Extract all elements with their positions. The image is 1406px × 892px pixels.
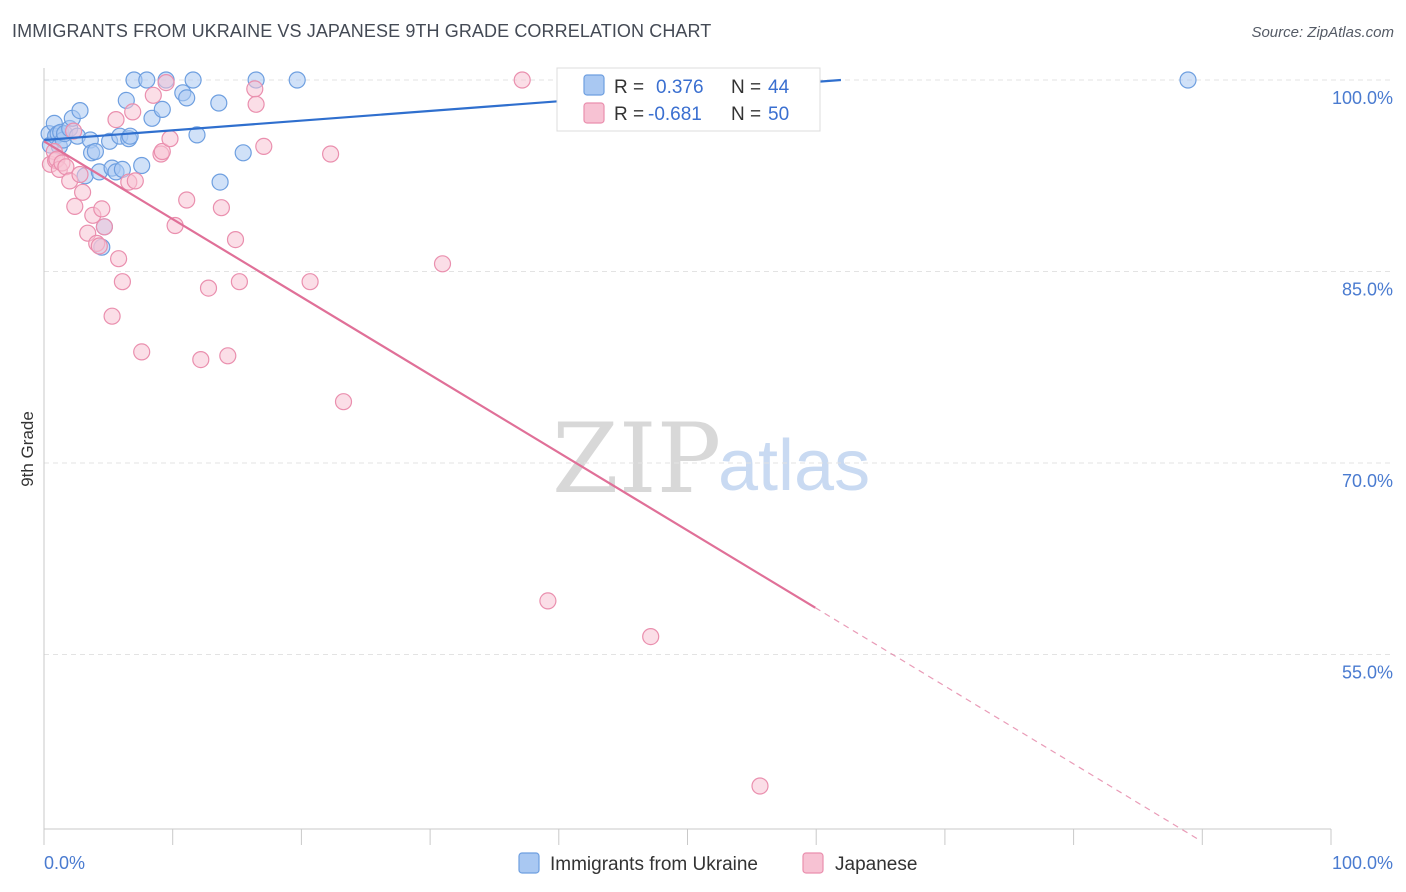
data-point-japanese bbox=[133, 343, 151, 361]
data-point-ukraine bbox=[153, 100, 171, 119]
data-point-japanese bbox=[57, 158, 75, 176]
data-point-ukraine bbox=[133, 156, 151, 175]
data-point-japanese bbox=[64, 122, 83, 140]
data-point-japanese bbox=[71, 165, 89, 184]
source-credit: Source: ZipAtlas.com bbox=[1251, 24, 1394, 41]
data-points bbox=[40, 71, 1197, 795]
legend-n-label-ukraine: N = bbox=[731, 77, 761, 98]
data-point-japanese bbox=[212, 199, 230, 217]
legend-r-label-ukraine: R = bbox=[614, 77, 644, 98]
legend-top: R = 0.376 N = 44 R = -0.681 N = 50 bbox=[556, 67, 821, 132]
x-ticks bbox=[43, 829, 1332, 845]
legend-bottom: Immigrants from Ukraine Japanese bbox=[518, 852, 917, 875]
data-point-japanese bbox=[255, 137, 273, 155]
data-point-japanese bbox=[178, 191, 196, 209]
watermark-zip: ZIP bbox=[552, 403, 721, 515]
data-point-japanese bbox=[73, 183, 92, 201]
data-point-japanese bbox=[93, 200, 111, 218]
data-point-japanese bbox=[124, 103, 142, 121]
trend-line-extension-japanese bbox=[814, 607, 1202, 842]
data-point-japanese bbox=[161, 130, 179, 148]
x-tick-label-max: 100.0% bbox=[1332, 853, 1393, 873]
data-point-japanese bbox=[107, 110, 125, 129]
chart-title: IMMIGRANTS FROM UKRAINE VS JAPANESE 9TH … bbox=[12, 21, 712, 41]
data-point-ukraine bbox=[234, 144, 252, 162]
data-point-japanese bbox=[433, 255, 452, 273]
data-point-ukraine bbox=[288, 71, 306, 89]
legend-swatch-ukraine bbox=[583, 74, 605, 96]
y-tick-label: 55.0% bbox=[1342, 663, 1393, 683]
data-point-ukraine bbox=[188, 126, 206, 144]
watermark-atlas: atlas bbox=[718, 426, 870, 506]
data-point-japanese bbox=[246, 80, 264, 98]
data-point-japanese bbox=[109, 250, 128, 268]
trend-line-japanese bbox=[43, 140, 816, 609]
y-tick-label: 70.0% bbox=[1342, 471, 1393, 491]
y-tick-label: 100.0% bbox=[1332, 88, 1393, 108]
y-axis-label: 9th Grade bbox=[18, 411, 37, 487]
legend-bottom-label-japanese: Japanese bbox=[835, 854, 917, 875]
legend-bottom-swatch-ukraine bbox=[518, 852, 540, 874]
data-point-japanese bbox=[322, 145, 340, 163]
data-point-japanese bbox=[301, 273, 319, 291]
gridlines bbox=[44, 79, 1394, 655]
data-point-japanese bbox=[199, 279, 218, 297]
legend-r-value-japanese: -0.681 bbox=[648, 104, 702, 125]
data-point-ukraine bbox=[121, 127, 139, 145]
data-point-japanese bbox=[219, 347, 237, 365]
data-point-ukraine bbox=[86, 142, 105, 161]
legend-r-label-japanese: R = bbox=[614, 104, 644, 125]
y-tick-labels: 100.0% 85.0% 70.0% 55.0% bbox=[1332, 88, 1393, 683]
data-point-japanese bbox=[539, 592, 557, 610]
data-point-japanese bbox=[126, 172, 144, 190]
legend-n-label-japanese: N = bbox=[731, 104, 761, 125]
data-point-japanese bbox=[144, 86, 162, 104]
data-point-ukraine bbox=[210, 94, 228, 112]
data-point-japanese bbox=[157, 73, 175, 92]
legend-n-value-ukraine: 44 bbox=[768, 77, 790, 98]
data-point-ukraine bbox=[178, 89, 196, 107]
data-point-japanese bbox=[192, 351, 210, 369]
x-tick-label-min: 0.0% bbox=[44, 853, 85, 873]
legend-bottom-swatch-japanese bbox=[802, 852, 824, 874]
data-point-japanese bbox=[513, 71, 531, 89]
legend-swatch-japanese bbox=[583, 102, 605, 124]
data-point-ukraine bbox=[71, 101, 89, 120]
data-point-ukraine bbox=[211, 173, 229, 191]
legend-n-value-japanese: 50 bbox=[768, 104, 789, 125]
legend-bottom-label-ukraine: Immigrants from Ukraine bbox=[550, 854, 758, 875]
data-point-japanese bbox=[247, 95, 265, 113]
data-point-japanese bbox=[334, 393, 353, 411]
data-point-japanese bbox=[230, 273, 248, 291]
legend-r-value-ukraine: 0.376 bbox=[656, 77, 704, 98]
data-point-ukraine bbox=[138, 71, 156, 89]
data-point-ukraine bbox=[1179, 71, 1197, 89]
data-point-japanese bbox=[153, 142, 171, 161]
data-point-japanese bbox=[90, 237, 108, 255]
data-point-ukraine bbox=[184, 71, 202, 89]
data-point-japanese bbox=[226, 231, 245, 249]
data-point-japanese bbox=[95, 218, 114, 236]
data-point-japanese bbox=[103, 307, 121, 325]
y-tick-label: 85.0% bbox=[1342, 280, 1393, 300]
data-point-japanese bbox=[113, 273, 132, 291]
data-point-japanese bbox=[66, 197, 84, 215]
data-point-japanese bbox=[642, 627, 660, 646]
data-point-japanese bbox=[751, 777, 769, 795]
